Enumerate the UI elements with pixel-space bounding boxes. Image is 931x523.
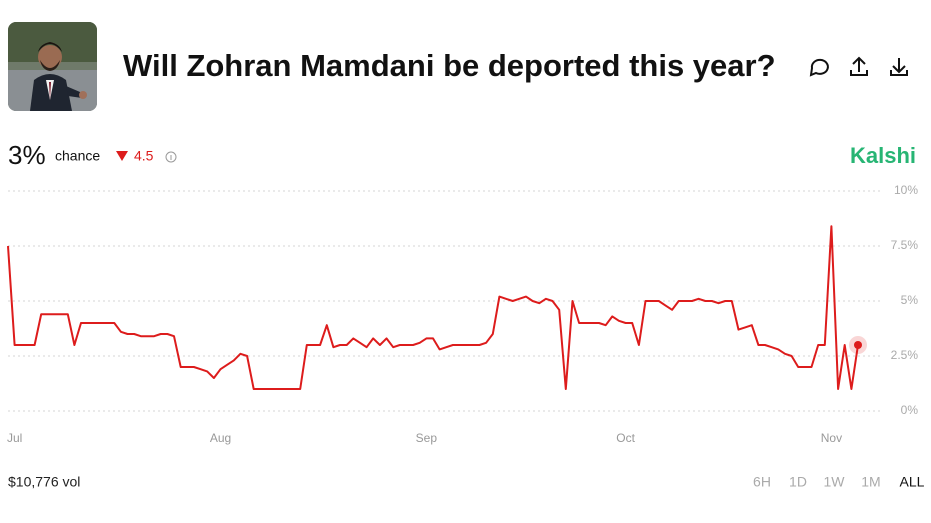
chance-label: chance: [55, 148, 100, 164]
range-button[interactable]: ALL: [900, 474, 925, 490]
brand: Kalshi: [850, 143, 916, 168]
y-tick-label: 10%: [894, 183, 918, 197]
y-tick-label: 7.5%: [891, 238, 919, 252]
probability: 3%: [8, 140, 46, 170]
price-line: [7, 225, 859, 390]
change: 4.5: [134, 148, 154, 164]
y-tick-label: 5%: [901, 293, 919, 307]
y-tick-label: 0%: [901, 403, 919, 417]
current-point: [854, 341, 862, 349]
x-tick-label: Sep: [416, 431, 438, 445]
down-arrow: [116, 151, 128, 161]
x-tick-label: Nov: [821, 431, 842, 445]
range-button[interactable]: 1W: [824, 474, 846, 490]
x-tick-label: Aug: [210, 431, 231, 445]
info-icon[interactable]: [165, 151, 177, 163]
share-button[interactable]: [850, 56, 868, 76]
market-title: Will Zohran Mamdani be deported this yea…: [123, 48, 776, 83]
range-button[interactable]: 1M: [861, 474, 880, 490]
volume: $10,776 vol: [8, 474, 80, 490]
range-button[interactable]: 6H: [753, 474, 771, 490]
range-button[interactable]: 1D: [789, 474, 807, 490]
chart: 0% 2.5% 5% 7.5% 10% Jul Aug Sep Oct Nov: [7, 183, 918, 445]
comment-button[interactable]: [809, 58, 829, 77]
range-selector: 6H 1D 1W 1M ALL: [753, 474, 925, 490]
x-tick-label: Jul: [7, 431, 22, 445]
x-tick-label: Oct: [616, 431, 635, 445]
market-image: [8, 22, 97, 111]
download-button[interactable]: [890, 58, 908, 76]
y-tick-label: 2.5%: [891, 348, 919, 362]
